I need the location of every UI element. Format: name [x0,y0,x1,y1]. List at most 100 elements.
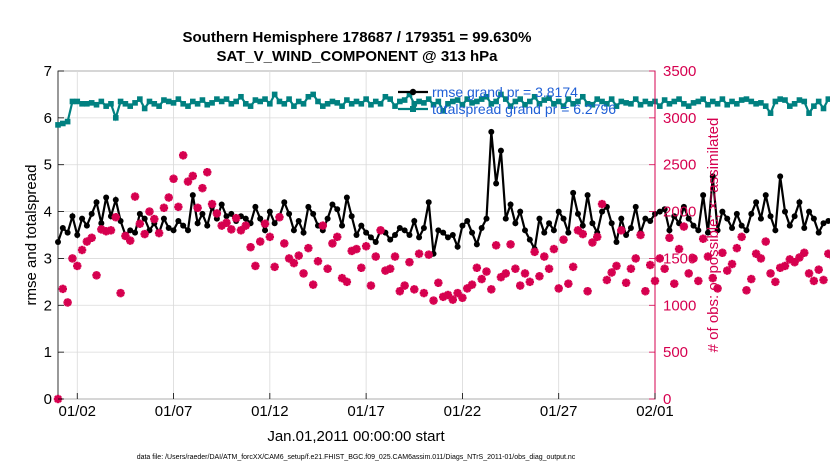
x-tick-label: 01/22 [444,403,482,420]
rmse-point [218,201,225,208]
spread-point [435,98,442,105]
rmse-point [473,241,480,248]
spread-point [685,103,692,109]
spread-point [146,98,153,105]
obs-point [260,219,270,228]
rmse-point [820,220,827,227]
rmse-point [411,217,418,224]
spread-point [276,98,283,105]
rmse-point [517,208,524,215]
spread-point [281,101,288,107]
spread-point [339,103,345,109]
obs-point-stroke [636,231,645,239]
rmse-point [666,227,673,234]
rmse-point [526,236,533,243]
obs-point-stroke [800,248,809,257]
obs-point [77,245,87,255]
obs-point-stroke [699,234,708,243]
rmse-point [189,192,196,199]
obs-point-stroke [511,264,520,273]
rmse-point [589,220,596,227]
spread-point [719,96,726,102]
obs-point-stroke [434,278,443,287]
spread-point [825,96,830,102]
spread-point [141,105,148,112]
y-axis-label-left: rmse and totalspread [23,165,40,306]
rmse-point [401,227,408,234]
rmse-point [444,234,451,241]
rmse-point [810,215,817,222]
rmse-point [459,222,466,229]
obs-point-stroke [598,200,606,208]
spread-point [223,96,230,102]
spread-point [724,101,731,108]
obs-point [386,264,395,273]
rmse-point [396,224,403,231]
spread-point [498,91,504,98]
rmse-point [180,222,187,229]
obs-point-stroke [819,276,828,284]
obs-point [530,247,539,257]
obs-point-stroke [684,269,693,278]
rmse-point [565,229,572,236]
rmse-point [339,222,346,229]
rmse-point [709,173,716,180]
obs-point-stroke [477,275,486,283]
spread-point [286,96,292,102]
obs-point [559,235,568,244]
rmse-point [69,213,76,220]
obs-point-stroke [617,226,626,235]
obs-point-stroke [554,284,563,293]
rmse-point [714,227,721,234]
obs-point [737,232,746,242]
obs-point-stroke [323,264,332,273]
obs-point [395,287,405,296]
rmse-point [367,234,374,241]
obs-point [756,254,766,263]
rmse-point [493,180,500,187]
spread-point [214,96,220,102]
spread-point [637,101,644,108]
obs-point-stroke [342,277,351,286]
rmse-point [623,232,630,238]
rmse-point [502,215,509,222]
obs-point [130,192,140,201]
obs-point [87,233,96,243]
spread-point [483,93,490,100]
spread-point [758,100,764,106]
spread-point [575,98,581,105]
right-tick-label: 2000 [663,204,696,221]
obs-point-stroke [809,277,818,285]
spread-point [242,101,249,107]
spread-point [305,93,312,100]
obs-point [544,264,554,273]
spread-point [565,96,572,102]
spread-point [647,101,653,107]
obs-point [804,269,814,278]
spread-point [536,101,543,107]
spread-point [257,98,264,105]
spread-point [570,101,576,107]
rmse-point [781,208,788,215]
obs-point [145,207,154,216]
rmse-point [175,217,182,224]
obs-point-stroke [723,266,732,275]
obs-point [708,273,717,283]
rmse-point [753,199,760,206]
obs-point-stroke [140,230,149,238]
spread-point [406,91,413,98]
spread-point [618,98,625,105]
rmse-point [334,206,341,213]
obs-point [342,277,352,287]
obs-point-stroke [246,243,255,252]
obs-point [313,257,323,266]
obs-point-stroke [458,293,467,302]
spread-point [108,101,114,107]
obs-point-stroke [771,277,780,286]
spread-point [93,101,100,108]
rmse-point [579,222,586,229]
rmse-point [642,215,649,222]
left-tick-label: 2 [44,297,52,314]
rmse-point [454,243,461,250]
x-axis: 01/02 01/07 01/12 01/17 01/22 01/27 02/01 [58,393,674,420]
